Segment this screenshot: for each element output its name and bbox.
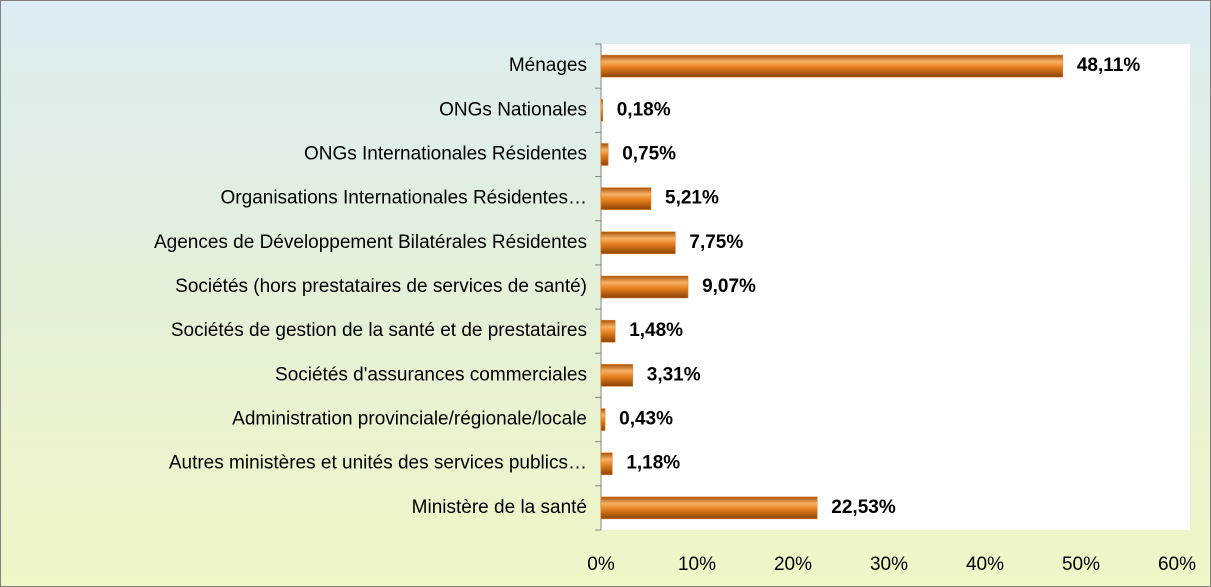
- x-tick-label: 40%: [966, 554, 1004, 575]
- y-tick-label: Autres ministères et unités des services…: [169, 453, 587, 474]
- x-tick-label: 20%: [774, 554, 812, 575]
- data-label: 0,18%: [617, 99, 671, 120]
- data-label: 0,75%: [622, 143, 676, 164]
- bar: [600, 99, 603, 122]
- data-label: 7,75%: [689, 232, 743, 253]
- data-label: 0,43%: [619, 409, 673, 430]
- y-tick-label: Sociétés (hors prestataires de services …: [175, 276, 587, 297]
- data-label: 5,21%: [665, 188, 719, 209]
- y-tick-label: Sociétés de gestion de la santé et de pr…: [171, 320, 587, 341]
- data-label: 9,07%: [702, 276, 756, 297]
- bar: [600, 187, 652, 210]
- bar: [600, 408, 606, 431]
- bar: [600, 275, 689, 299]
- x-tick-label: 10%: [678, 554, 716, 575]
- bar: [600, 143, 609, 166]
- plot-area: [601, 44, 1190, 530]
- y-tick-label: ONGs Nationales: [439, 99, 587, 120]
- data-label: 48,11%: [1077, 55, 1140, 76]
- x-tick-label: 60%: [1158, 554, 1196, 575]
- data-label: 1,18%: [626, 453, 680, 474]
- bar: [600, 231, 676, 255]
- y-tick-label: Organisations Internationales Résidentes…: [221, 188, 587, 209]
- x-tick-label: 50%: [1062, 554, 1100, 575]
- bar: [600, 54, 1064, 78]
- y-tick-label: Agences de Développement Bilatérales Rés…: [154, 232, 587, 253]
- y-tick-label: Ménages: [509, 55, 587, 76]
- y-tick-label: Sociétés d'assurances commerciales: [275, 364, 587, 385]
- bar: [600, 496, 818, 520]
- y-tick-label: Administration provinciale/régionale/loc…: [232, 409, 587, 430]
- bar: [600, 364, 634, 387]
- bar: [600, 319, 616, 343]
- data-label: 3,31%: [647, 364, 701, 385]
- y-tick-label: Ministère de la santé: [412, 497, 587, 518]
- data-label: 22,53%: [831, 497, 896, 518]
- data-label: 1,48%: [629, 320, 683, 341]
- x-tick-label: 30%: [870, 554, 908, 575]
- x-tick-label: 0%: [587, 554, 615, 575]
- bar: [600, 452, 613, 475]
- y-tick-label: ONGs Internationales Résidentes: [304, 143, 587, 164]
